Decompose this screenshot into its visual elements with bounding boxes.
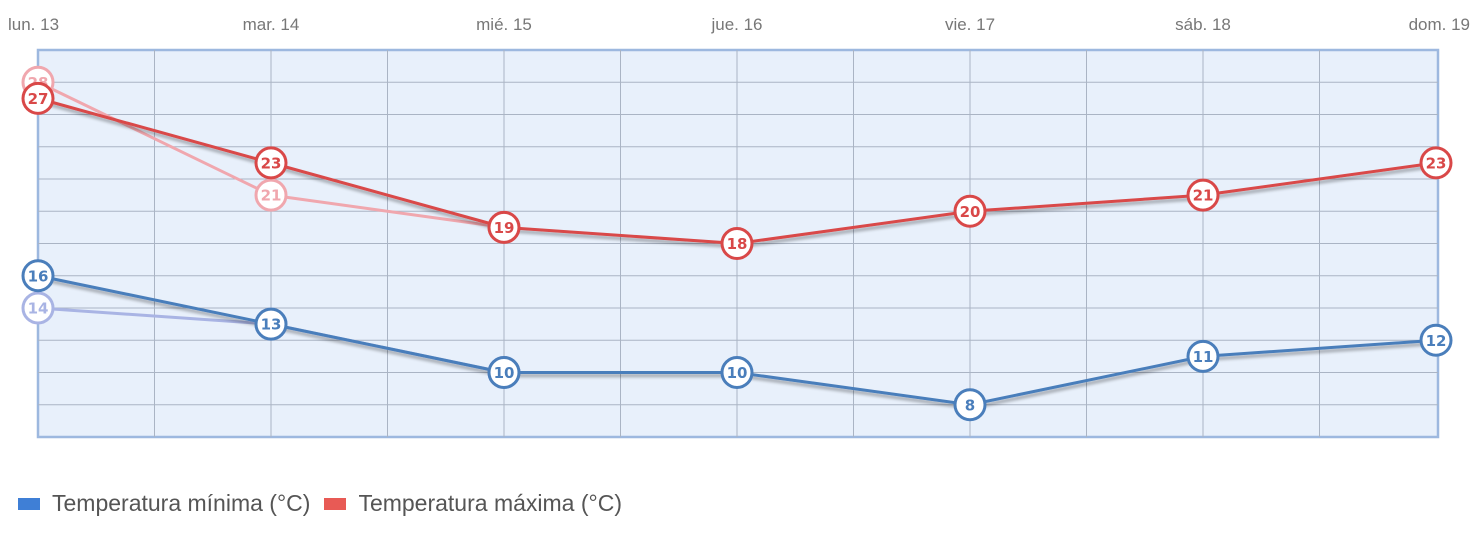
data-label-max: 21 bbox=[1193, 187, 1214, 205]
x-tick-label: dom. 19 bbox=[1409, 15, 1470, 34]
legend-item-min[interactable]: Temperatura mínima (°C) bbox=[18, 490, 310, 517]
data-point-max bbox=[1419, 146, 1453, 180]
legend-item-max[interactable]: Temperatura máxima (°C) bbox=[324, 490, 622, 517]
data-point-max bbox=[254, 146, 288, 180]
data-point-min bbox=[720, 356, 754, 389]
data-point-max bbox=[487, 210, 521, 244]
legend-swatch-max bbox=[324, 497, 347, 510]
data-point-max bbox=[953, 194, 987, 228]
data-point-min bbox=[21, 259, 55, 293]
data-label-min: 10 bbox=[727, 364, 748, 382]
series-min: 16 13 10 10 8 11 12 bbox=[21, 259, 1453, 422]
data-label-min: 13 bbox=[261, 316, 282, 334]
data-label-max: 23 bbox=[261, 154, 282, 172]
data-label-min: 10 bbox=[494, 364, 515, 382]
data-point-previous-1 bbox=[254, 178, 288, 212]
data-label-min: 16 bbox=[28, 267, 49, 285]
data-label-min: 11 bbox=[1193, 348, 1214, 366]
temperature-series: 27 23 19 18 20 21 23 16 13 10 10 8 11 12 bbox=[21, 81, 1453, 422]
x-tick-label: mié. 15 bbox=[476, 15, 532, 34]
data-label-previous-0: 14 bbox=[28, 300, 49, 318]
data-label-max: 20 bbox=[960, 203, 981, 221]
data-point-max bbox=[720, 227, 754, 260]
series-max: 27 23 19 18 20 21 23 bbox=[21, 81, 1453, 260]
data-point-previous-0 bbox=[21, 291, 55, 325]
x-tick-label: vie. 17 bbox=[945, 15, 995, 34]
x-tick-label: jue. 16 bbox=[710, 15, 762, 34]
x-tick-label: lun. 13 bbox=[8, 15, 59, 34]
data-point-min bbox=[953, 388, 987, 422]
data-point-min bbox=[487, 356, 521, 389]
data-point-max bbox=[1186, 178, 1220, 212]
data-label-min: 8 bbox=[965, 396, 975, 414]
data-point-min bbox=[1419, 323, 1453, 357]
legend: Temperatura mínima (°C) Temperatura máxi… bbox=[18, 490, 636, 517]
data-point-min bbox=[1186, 339, 1220, 373]
data-label-max: 23 bbox=[1426, 154, 1447, 172]
x-tick-label: sáb. 18 bbox=[1175, 15, 1231, 34]
data-point-max bbox=[21, 81, 55, 115]
data-label-previous-1: 21 bbox=[261, 187, 282, 205]
legend-label-min: Temperatura mínima (°C) bbox=[52, 490, 311, 516]
data-label-max: 19 bbox=[494, 219, 515, 237]
legend-swatch-min bbox=[18, 497, 40, 510]
temperature-chart: lun. 13 mar. 14 mié. 15 jue. 16 vie. 17 sáb. … bbox=[8, 15, 1470, 439]
data-label-max: 27 bbox=[28, 90, 49, 108]
data-label-max: 18 bbox=[727, 235, 748, 253]
x-tick-label: mar. 14 bbox=[243, 15, 300, 34]
data-label-min: 12 bbox=[1426, 332, 1447, 350]
data-point-min bbox=[254, 307, 288, 341]
x-axis-ticks: lun. 13 mar. 14 mié. 15 jue. 16 vie. 17 sáb. … bbox=[8, 15, 1470, 34]
legend-label-max: Temperatura máxima (°C) bbox=[358, 490, 622, 516]
